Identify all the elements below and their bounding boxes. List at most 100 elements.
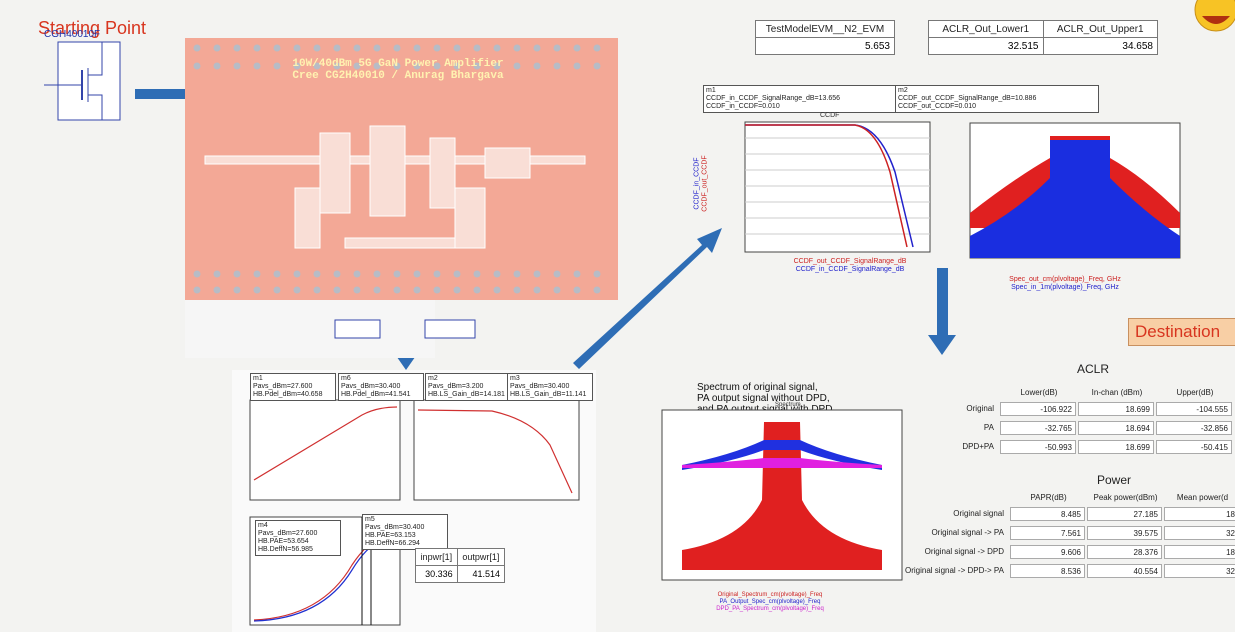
via	[394, 287, 401, 294]
evm-table: TestModelEVM__N2_EVM 5.653	[755, 20, 895, 55]
cell: 18	[1164, 507, 1235, 521]
header-cell: ACLR_Out_Upper1	[1043, 21, 1158, 38]
via	[494, 45, 501, 52]
via	[514, 287, 521, 294]
marker-box: m4Pavs_dBm=27.600HB.PAE=53.654HB.DeffN=5…	[255, 520, 341, 556]
cell: 32.515	[929, 38, 1044, 55]
column-header: Peak power(dBm)	[1087, 493, 1164, 502]
via	[394, 271, 401, 278]
marker-line: HB.PAE=63.153	[365, 532, 445, 540]
cell: 8.536	[1010, 564, 1085, 578]
cell: 8.485	[1010, 507, 1085, 521]
via	[274, 63, 281, 70]
via	[434, 287, 441, 294]
cell: -104.555	[1156, 402, 1232, 416]
marker-box: m2CCDF_out_CCDF_SignalRange_dB=10.886CCD…	[895, 85, 1099, 113]
x-label: Spec_out_cm(plvoltage)_Freq, GHz	[965, 276, 1165, 283]
emoji	[1190, 0, 1235, 36]
via	[454, 45, 461, 52]
marker-line: m4	[258, 522, 338, 530]
via	[554, 287, 561, 294]
via	[274, 271, 281, 278]
via	[574, 63, 581, 70]
via	[234, 287, 241, 294]
via	[414, 45, 421, 52]
column-header: In-chan (dBm)	[1078, 388, 1156, 397]
via	[574, 45, 581, 52]
ccdf-plot	[705, 112, 943, 292]
marker-line: CCDF_in_CCDF=0.010	[706, 103, 894, 111]
via	[594, 63, 601, 70]
marker-line: CCDF_out_CCDF_SignalRange_dB=10.886	[898, 95, 1096, 103]
via	[554, 63, 561, 70]
gain-curves	[232, 395, 596, 630]
marker-line: m5	[365, 516, 445, 524]
x-label: Original_Spectrum_cm(plvoltage)_Freq	[660, 592, 880, 599]
marker-line: m1	[706, 87, 894, 95]
marker-line: m1	[253, 375, 333, 383]
via	[534, 45, 541, 52]
row-label: PA	[914, 421, 994, 435]
marker-line: CCDF_out_CCDF=0.010	[898, 103, 1096, 111]
via	[314, 45, 321, 52]
via	[294, 287, 301, 294]
y-label: CCDF_in_CCDF	[694, 139, 701, 229]
marker-line: Pavs_dBm=27.600	[253, 383, 333, 391]
cell: -50.415	[1156, 440, 1232, 454]
via	[454, 271, 461, 278]
row-label: Original	[914, 402, 994, 416]
column-header: Mean power(d	[1164, 493, 1235, 502]
cell: 34.658	[1043, 38, 1158, 55]
cell: 27.185	[1087, 507, 1162, 521]
x-label: Spec_in_1m(plvoltage)_Freq, GHz	[965, 284, 1165, 291]
via	[434, 45, 441, 52]
header-cell: TestModelEVM__N2_EVM	[756, 21, 895, 38]
marker-box: m1CCDF_in_CCDF_SignalRange_dB=13.656CCDF…	[703, 85, 897, 113]
x-label: PA_Output_Spec_cm(plvoltage)_Freq	[660, 599, 880, 606]
cell: 32	[1164, 564, 1235, 578]
via	[594, 45, 601, 52]
cell: 39.575	[1087, 526, 1162, 540]
marker-line: HB.LS_Gain_dB=11.141	[510, 391, 590, 399]
cell: 40.554	[1087, 564, 1162, 578]
via	[254, 63, 261, 70]
via	[514, 45, 521, 52]
cell: -106.922	[1000, 402, 1076, 416]
via	[414, 271, 421, 278]
via	[294, 45, 301, 52]
pcb-layout	[185, 38, 620, 360]
marker-box: m2Pavs_dBm=3.200HB.LS_Gain_dB=14.181	[425, 373, 511, 401]
via	[514, 63, 521, 70]
marker-line: HB.Pdel_dBm=40.658	[253, 391, 333, 399]
cell: -50.993	[1000, 440, 1076, 454]
via	[454, 287, 461, 294]
power-title: Power	[1097, 473, 1131, 487]
marker-line: HB.DeffN=56.985	[258, 546, 338, 554]
destination-label: Destination	[1128, 318, 1235, 346]
cell: 30.336	[416, 566, 458, 583]
header-cell: ACLR_Out_Lower1	[929, 21, 1044, 38]
cell: 41.514	[457, 566, 504, 583]
via	[414, 287, 421, 294]
row-label: DPD+PA	[914, 440, 994, 454]
aclr-title: ACLR	[1077, 362, 1109, 376]
via	[214, 271, 221, 278]
marker-line: Pavs_dBm=30.400	[341, 383, 421, 391]
via	[434, 271, 441, 278]
marker-line: CCDF_in_CCDF_SignalRange_dB=13.656	[706, 95, 894, 103]
via	[474, 45, 481, 52]
cell: 18.699	[1078, 402, 1154, 416]
via	[214, 287, 221, 294]
marker-line: m3	[510, 375, 590, 383]
x-label: CCDF_in_CCDF_SignalRange_dB	[750, 266, 950, 273]
via	[374, 45, 381, 52]
cell: 7.561	[1010, 526, 1085, 540]
via	[314, 287, 321, 294]
header-cell: outpwr[1]	[457, 549, 504, 566]
row-label: Original signal -> DPD	[864, 545, 1004, 559]
cell: -32.765	[1000, 421, 1076, 435]
marker-line: Pavs_dBm=3.200	[428, 383, 508, 391]
via	[334, 271, 341, 278]
